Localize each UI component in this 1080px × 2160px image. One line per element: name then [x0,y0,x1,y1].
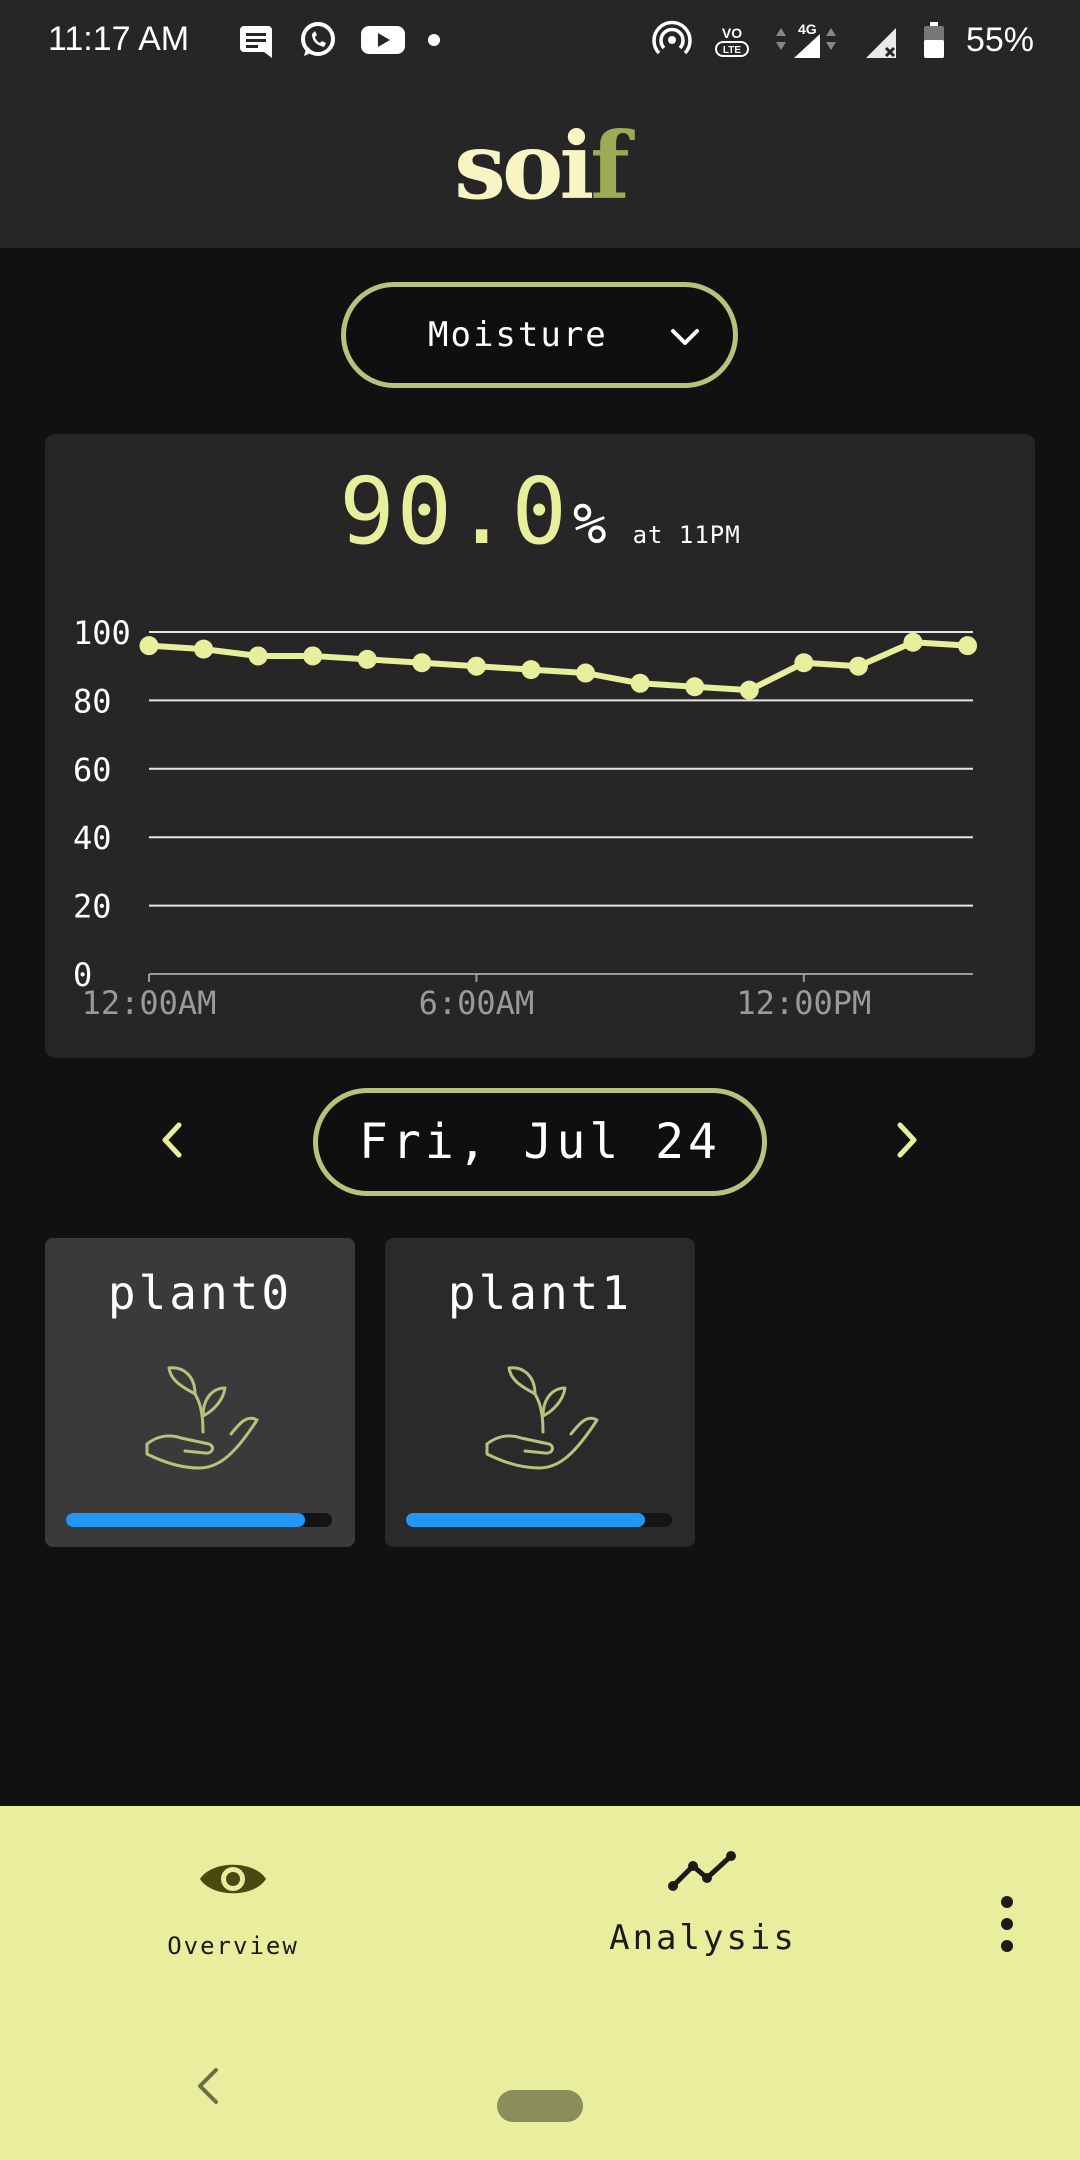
data-point [303,646,323,666]
data-point [466,656,486,676]
plant-card-plant1[interactable]: plant1 [385,1238,695,1547]
status-notification-icons [236,20,440,60]
signal-no-sim-icon [865,28,896,58]
date-selector[interactable]: Fri, Jul 24 [313,1088,767,1196]
svg-text:VO: VO [722,25,742,41]
message-icon [240,26,272,58]
y-tick-label: 40 [73,819,112,857]
y-tick-label: 0 [73,956,92,994]
battery-percent: 55% [965,20,1034,59]
chart-card: 90.0 % at 11PM 100 80 60 40 20 0 12:00AM 6:00AM… [45,434,1035,1058]
y-tick-label: 60 [73,751,112,789]
app-logo: soif [454,112,630,220]
app-header: soif [0,84,1080,248]
status-system-icons: VO LTE 4G 55% [652,20,1034,60]
series-line [148,639,968,694]
notification-dot [428,34,440,46]
signal-icon: 4G [775,21,836,58]
whatsapp-icon [301,22,335,56]
date-label: Fri, Jul 24 [359,1114,721,1170]
data-point [958,636,978,656]
network-label: 4G [798,21,817,37]
data-point [794,653,814,673]
hotspot-icon [652,20,692,55]
data-point [739,680,759,700]
reading-time: at 11PM [632,521,741,549]
logo-accent: f [590,112,630,220]
x-tick-label: 12:00AM [82,984,217,1022]
nav-tab-analysis[interactable]: Analysis [598,1850,808,1958]
reading-unit: % [572,492,607,557]
data-point [357,649,377,669]
logo-main: soi [454,112,594,220]
x-tick-label: 12:00PM [736,984,871,1022]
plant-moisture-bar [66,1513,332,1527]
data-point [412,653,432,673]
status-time: 11:17 AM [48,20,190,58]
system-navigation-bar [0,2016,1080,2160]
back-arrow-icon[interactable] [192,2064,224,2108]
plant-name: plant1 [447,1266,633,1320]
plant-hand-icon [145,1366,259,1470]
data-point [903,632,923,652]
plant-moisture-bar-fill [66,1513,306,1527]
home-pill[interactable] [497,2090,583,2122]
data-point [248,646,268,666]
volte-icon: VO LTE [714,25,749,57]
x-tick-label: 6:00AM [419,984,535,1022]
reading-value: 90.0 [339,458,569,565]
plant-name: plant0 [107,1266,293,1320]
more-vert-icon[interactable] [992,1894,1022,1954]
battery-icon [923,22,944,58]
nav-tab-analysis-label: Analysis [609,1918,797,1958]
nav-tab-overview-label: Overview [167,1932,299,1960]
chevron-left-icon[interactable] [147,1115,197,1165]
y-tick-label: 20 [73,888,112,926]
analytics-line-icon [668,1851,736,1891]
data-point [685,677,705,697]
metric-dropdown-value: Moisture [428,315,608,355]
plant-moisture-bar-fill [406,1513,646,1527]
data-point [521,660,541,680]
bottom-navigation: Overview Analysis [0,1806,1080,2026]
current-reading: 90.0 % at 11PM [45,458,1035,565]
metric-dropdown[interactable]: Moisture [341,282,738,388]
plant-hand-icon [485,1366,599,1470]
data-point [848,656,868,676]
svg-text:LTE: LTE [723,45,741,56]
y-tick-label: 100 [73,614,131,652]
data-point [194,639,214,659]
status-bar: 11:17 AM VO LTE [0,0,1080,84]
nav-tab-overview[interactable]: Overview [150,1854,316,1960]
plant-moisture-bar [406,1513,672,1527]
y-tick-label: 80 [73,682,112,720]
moisture-line-chart: 100 80 60 40 20 012:00AM 6:00AM 12:00PM [73,614,978,1022]
chevron-down-icon [671,329,699,345]
eye-icon [200,1864,266,1894]
data-point [139,636,159,656]
youtube-icon [361,26,405,54]
data-point [630,673,650,693]
chevron-right-icon[interactable] [882,1115,932,1165]
plant-card-plant0[interactable]: plant0 [45,1238,355,1547]
data-point [576,663,596,683]
